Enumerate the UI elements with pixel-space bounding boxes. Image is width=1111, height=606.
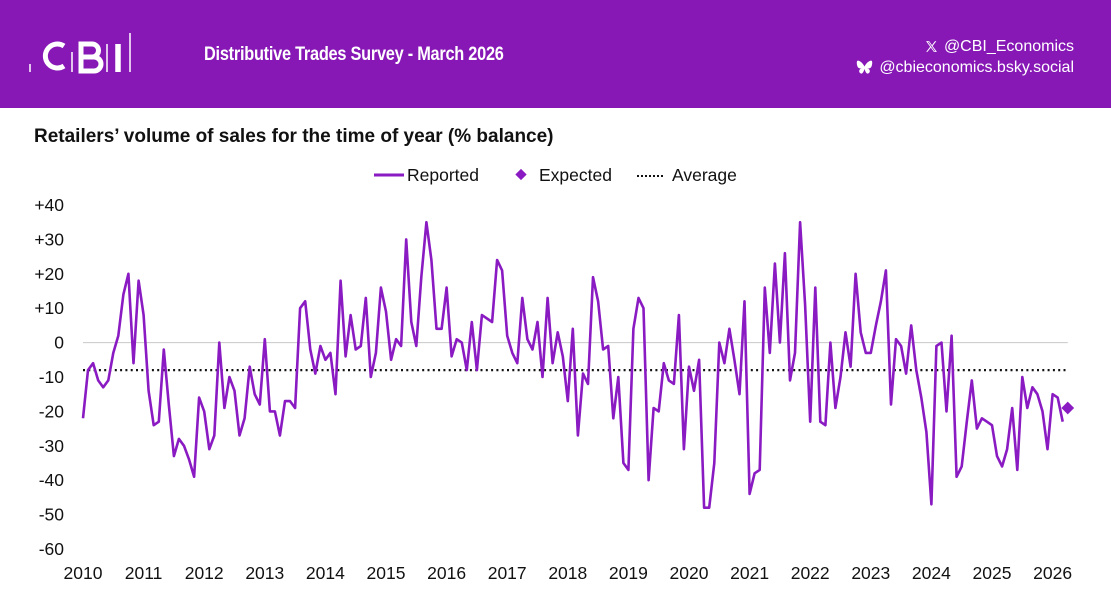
x-tick-label: 2023 — [851, 563, 890, 583]
x-tick-label: 2014 — [306, 563, 345, 583]
x-tick-label: 2015 — [367, 563, 406, 583]
legend-reported-label: Reported — [407, 165, 479, 185]
x-tick-label: 2026 — [1033, 563, 1072, 583]
x-axis: 2010 2011 2012 2013 2014 2015 2016 2017 2018 2019… — [64, 563, 1073, 583]
x-tick-label: 2019 — [609, 563, 648, 583]
y-tick-label: -10 — [39, 367, 65, 387]
x-handle: @CBI_Economics — [943, 38, 1074, 55]
y-tick-label: -40 — [39, 470, 65, 490]
legend: Reported Expected Average — [374, 165, 737, 185]
y-tick-label: +30 — [34, 229, 64, 249]
social-bluesky[interactable]: @cbieconomics.bsky.social — [856, 57, 1074, 78]
survey-title: Distributive Trades Survey - March 2026 — [204, 44, 504, 65]
x-tick-label: 2013 — [245, 563, 284, 583]
x-tick-label: 2012 — [185, 563, 224, 583]
x-tick-label: 2022 — [791, 563, 830, 583]
expected-marker — [1061, 401, 1075, 415]
y-tick-label: -20 — [39, 401, 65, 421]
social-handles: @CBI_Economics @cbieconomics.bsky.social — [856, 36, 1074, 78]
y-axis: +40 +30 +20 +10 0 -10 -20 -30 -40 -50 -60 — [34, 195, 64, 559]
butterfly-icon — [857, 60, 873, 74]
x-icon — [926, 41, 937, 52]
chart-title: Retailers’ volume of sales for the time … — [34, 126, 554, 147]
y-tick-label: -60 — [39, 539, 65, 559]
y-tick-label: -50 — [39, 505, 65, 525]
x-tick-label: 2025 — [973, 563, 1012, 583]
y-tick-label: +20 — [34, 264, 64, 284]
line-chart: Reported Expected Average +40 +30 +20 +10 0 -… — [34, 165, 1075, 583]
legend-expected-label: Expected — [539, 165, 612, 185]
legend-expected-swatch — [515, 168, 527, 181]
cbi-logo — [28, 30, 148, 74]
x-tick-label: 2024 — [912, 563, 951, 583]
bluesky-handle: @cbieconomics.bsky.social — [879, 59, 1074, 76]
legend-average-label: Average — [672, 165, 737, 185]
y-tick-label: +10 — [34, 298, 64, 318]
x-tick-label: 2018 — [548, 563, 587, 583]
x-tick-label: 2011 — [125, 563, 163, 583]
header-banner: Distributive Trades Survey - March 2026 … — [0, 0, 1111, 108]
y-tick-label: +40 — [34, 195, 64, 215]
social-x[interactable]: @CBI_Economics — [856, 36, 1074, 57]
reported-series-line — [81, 220, 1064, 510]
x-tick-label: 2021 — [730, 563, 769, 583]
x-tick-label: 2017 — [488, 563, 527, 583]
cbi-logo-icon — [29, 33, 131, 74]
x-tick-label: 2020 — [670, 563, 709, 583]
x-tick-label: 2010 — [64, 563, 103, 583]
x-tick-label: 2016 — [427, 563, 466, 583]
y-tick-label: 0 — [54, 333, 64, 353]
y-tick-label: -30 — [39, 436, 65, 456]
